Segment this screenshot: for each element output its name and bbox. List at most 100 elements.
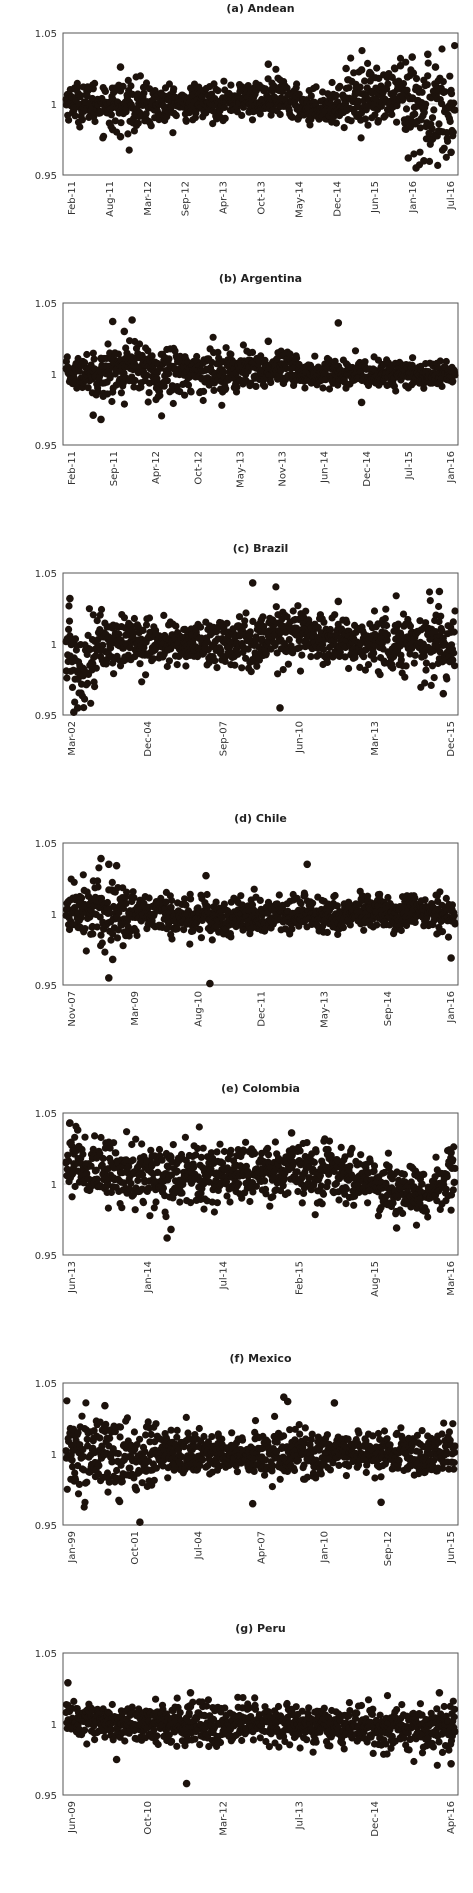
data-point [173,1167,181,1175]
data-point [149,655,157,663]
data-point [238,1194,246,1202]
data-point [86,645,94,654]
data-point [424,1213,432,1221]
data-point [301,891,309,899]
data-point [107,1188,115,1196]
data-point [312,83,320,91]
data-point [306,121,314,129]
data-point [238,664,246,672]
data-points [62,854,459,988]
data-point [300,1189,308,1197]
data-point-outlier [97,854,105,863]
data-point-outlier [396,61,405,70]
data-point [283,84,291,92]
y-tick-label: 1 [51,370,57,381]
data-point [123,888,131,896]
data-point [79,871,87,879]
x-tick-label: Mar-12 [143,181,154,216]
data-point [449,618,457,626]
data-point [450,649,458,657]
y-tick-label: 1 [51,910,57,921]
y-tick-label: 0.95 [35,711,57,722]
data-point [449,1156,457,1164]
data-point-outlier [287,1129,296,1137]
data-point [383,621,391,630]
data-point [332,91,340,99]
data-point-outlier [334,597,343,606]
data-point [91,79,99,87]
y-tick-label: 1 [51,640,57,651]
data-point [223,1192,231,1200]
data-point [173,661,181,669]
data-point [165,355,173,363]
data-point [235,622,243,630]
data-point [79,1150,87,1158]
data-point [214,87,222,95]
data-point [144,1418,152,1426]
data-point [142,1431,150,1439]
data-point [331,357,339,365]
data-point [110,902,118,911]
data-point [239,648,247,656]
data-point-outlier [108,317,117,326]
data-point [152,1198,160,1206]
data-point [293,354,301,362]
data-point [283,613,291,621]
x-tick-label: Jan-16 [446,451,457,484]
data-point [165,657,173,665]
y-tick-label: 1.05 [35,1379,57,1390]
data-point [431,628,440,636]
data-point [447,1206,455,1214]
data-point [71,635,80,643]
data-point [200,387,208,395]
data-point [103,1469,112,1477]
data-point [384,893,392,902]
data-point [93,923,101,931]
data-point [384,80,392,88]
data-point [259,613,267,621]
x-tick-label: Jul-14 [219,1261,230,1290]
data-point-outlier [66,1119,74,1127]
data-point [129,888,137,896]
data-point [147,1146,155,1154]
data-point [130,894,138,902]
data-point [110,1139,118,1147]
data-point [213,664,221,672]
data-point [402,105,411,113]
x-tick-label: Feb-15 [294,1261,305,1295]
x-tick-label: Apr-13 [219,181,230,214]
data-point [448,901,456,909]
data-points [62,316,459,424]
x-tick-label: Jul-16 [446,181,457,210]
x-tick-label: Aug-15 [370,1261,381,1297]
data-point [222,385,230,393]
y-tick-label: 0.95 [35,981,57,992]
data-point-outlier [447,148,455,157]
data-point [391,65,399,73]
data-point [436,888,444,896]
data-point [420,652,428,660]
data-point [106,909,114,917]
data-point [100,132,108,140]
data-point [238,111,246,119]
data-point [222,1178,231,1186]
data-point [301,384,309,392]
data-point [342,1200,350,1208]
x-tick-label: Aug-11 [105,181,116,217]
x-tick-label: May-13 [320,991,331,1028]
data-point [111,117,119,125]
data-point [110,670,118,678]
data-point [145,389,153,397]
data-point [169,129,177,137]
data-point [319,645,328,654]
x-tick-label: Jan-99 [67,1531,78,1564]
data-point [93,1175,101,1183]
data-point [211,657,219,665]
data-point [214,348,222,356]
data-point [450,911,458,920]
x-tick-label: Aug-10 [193,991,204,1027]
data-point [160,611,168,620]
data-point [327,1151,335,1160]
